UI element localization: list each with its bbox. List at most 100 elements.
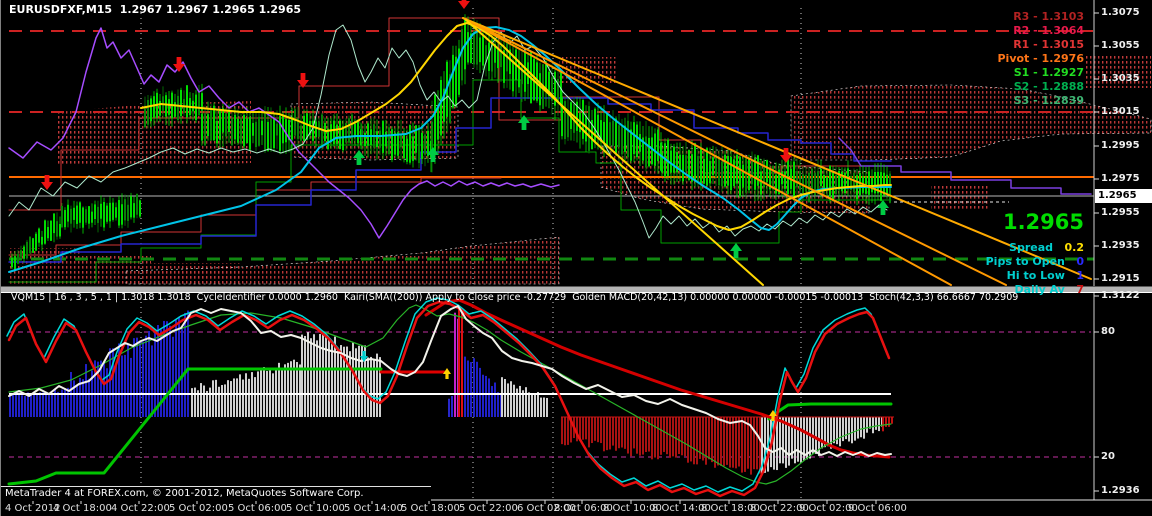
kairi-white-line <box>8 305 892 457</box>
violet-step-line <box>838 137 1092 195</box>
price-axis-label: 20 <box>1101 451 1115 462</box>
yellow-ma-line <box>140 22 892 231</box>
time-axis-label: 8 Oct 10:00 <box>603 503 662 514</box>
green-step-line <box>8 79 892 283</box>
sell-arrow <box>173 57 185 72</box>
stoch-cyan-line <box>6 297 888 493</box>
time-axis-label: 5 Oct 10:00 <box>286 503 345 514</box>
red-step-line2 <box>8 177 502 256</box>
candles <box>11 212 61 271</box>
price-axis-label: 1.3075 <box>1101 7 1140 18</box>
price-axis-label: 1.3015 <box>1101 106 1140 117</box>
time-axis-label: 4 Oct 18:00 <box>53 503 112 514</box>
quote-value: 7 <box>1076 283 1084 296</box>
candles <box>201 101 293 155</box>
quote-row-hi-to-low: Hi to Low 1 <box>1007 269 1084 282</box>
sell-arrow <box>780 148 792 163</box>
pale-green-line <box>8 24 888 239</box>
buy-arrow <box>353 150 365 165</box>
pivot-row-s2: S2 - 1.2888 <box>1013 80 1084 93</box>
candles <box>61 192 141 234</box>
hist-red-spike <box>458 305 463 417</box>
hist-blue <box>61 310 189 417</box>
price-axis-label: 1.3035 <box>1101 73 1140 84</box>
quote-value: 0.2 <box>1064 241 1085 254</box>
time-axis-label: 5 Oct 18:00 <box>401 503 460 514</box>
pivot-row-r3: R3 - 1.3103 <box>1013 10 1084 23</box>
price-axis-label: 1.2936 <box>1101 485 1140 496</box>
current-price-tag: 1.2965 <box>1095 189 1152 203</box>
kumo-right-big <box>790 84 1152 161</box>
branding-bar: MetaTrader 4 at FOREX.com, © 2001-2012, … <box>1 486 431 501</box>
hist-blue <box>464 356 502 417</box>
pivot-row-r2: R2 - 1.3064 <box>1013 24 1084 37</box>
buy-arrow <box>730 243 742 258</box>
sell-arrow <box>458 0 470 9</box>
pivot-row-s1: S1 - 1.2927 <box>1013 66 1084 79</box>
quote-label: Hi to Low <box>1006 269 1077 282</box>
buy-arrow <box>427 147 439 162</box>
price-axis-label: 1.2975 <box>1101 173 1140 184</box>
time-axis-label: 4 Oct 2012 <box>5 503 61 514</box>
signal-green-thin <box>8 304 892 485</box>
kumo-price-blob <box>931 186 989 210</box>
time-axis-label: 5 Oct 02:00 <box>169 503 228 514</box>
price-axis-label: 1.2935 <box>1101 240 1140 251</box>
stoch-red-line <box>7 300 891 498</box>
time-axis-label: 5 Oct 14:00 <box>344 503 403 514</box>
hist-red-down <box>882 417 893 432</box>
time-axis-label: 4 Oct 22:00 <box>111 503 170 514</box>
quote-row-pips-to-open: Pips to Open 0 <box>986 255 1084 268</box>
time-axis-label: 8 Oct 14:00 <box>652 503 711 514</box>
candles <box>661 137 765 202</box>
kumo-corner <box>1086 56 1151 88</box>
cycle-green-thick <box>7 367 383 486</box>
time-axis-label: 5 Oct 06:00 <box>228 503 287 514</box>
sell-arrow <box>297 73 309 88</box>
quote-label: Spread <box>1009 241 1065 254</box>
quote-value: 0 <box>1076 255 1084 268</box>
trendline-yellow <box>465 19 764 286</box>
time-axis-label: 8 Oct 18:00 <box>701 503 760 514</box>
time-axis-label: 5 Oct 22:00 <box>459 503 518 514</box>
price-axis-label: 1.3055 <box>1101 40 1140 51</box>
sub-cyan-arrow <box>360 351 368 362</box>
time-axis-label: 9 Oct 02:00 <box>799 503 858 514</box>
pivot-row-pivot: Pivot - 1.2976 <box>997 52 1085 65</box>
quote-row-daily-av: Daily Av 7 <box>1014 283 1084 296</box>
hist-red-down <box>561 417 761 475</box>
hist-gray-down <box>761 417 883 474</box>
pane-separator[interactable] <box>1 286 1152 293</box>
pivot-row-r1: R1 - 1.3015 <box>1013 38 1084 51</box>
hist-blue <box>9 389 59 417</box>
trendline-orange-1 <box>462 17 1007 286</box>
trendline-orange-3 <box>462 17 1092 280</box>
trendline-orange-2 <box>462 17 952 286</box>
price-axis-label: 1.2955 <box>1101 207 1140 218</box>
time-axis-label: 9 Oct 06:00 <box>848 503 907 514</box>
pivot-row-s3: S3 - 1.2839 <box>1013 94 1084 107</box>
quote-label: Daily Av <box>1014 283 1077 296</box>
chart-title-overlay: EURUSDFXF,M15 1.2967 1.2967 1.2965 1.296… <box>9 3 302 16</box>
cycle-green-thick-right <box>767 402 893 421</box>
sell-arrow <box>41 175 53 190</box>
time-axis-label: 8 Oct 22:00 <box>750 503 809 514</box>
blue-step-line <box>8 97 892 263</box>
candles <box>491 33 562 121</box>
candles <box>464 14 493 81</box>
sub-yellow-arrow <box>769 410 777 421</box>
price-axis-label: 1.2995 <box>1101 140 1140 151</box>
macd-red-line <box>424 298 891 459</box>
price-axis-label: 1.3122 <box>1101 290 1140 301</box>
time-axis-label: 8 Oct 06:00 <box>554 503 613 514</box>
quote-row-spread: Spread 0.2 <box>1009 241 1084 254</box>
sub-yellow-arrow <box>443 368 451 379</box>
buy-arrow <box>518 115 530 130</box>
hist-gray <box>501 377 548 417</box>
quote-label: Pips to Open <box>985 255 1077 268</box>
quote-value: 1 <box>1076 269 1084 282</box>
vq-purple-line <box>8 27 560 239</box>
hist-gray <box>301 332 381 417</box>
